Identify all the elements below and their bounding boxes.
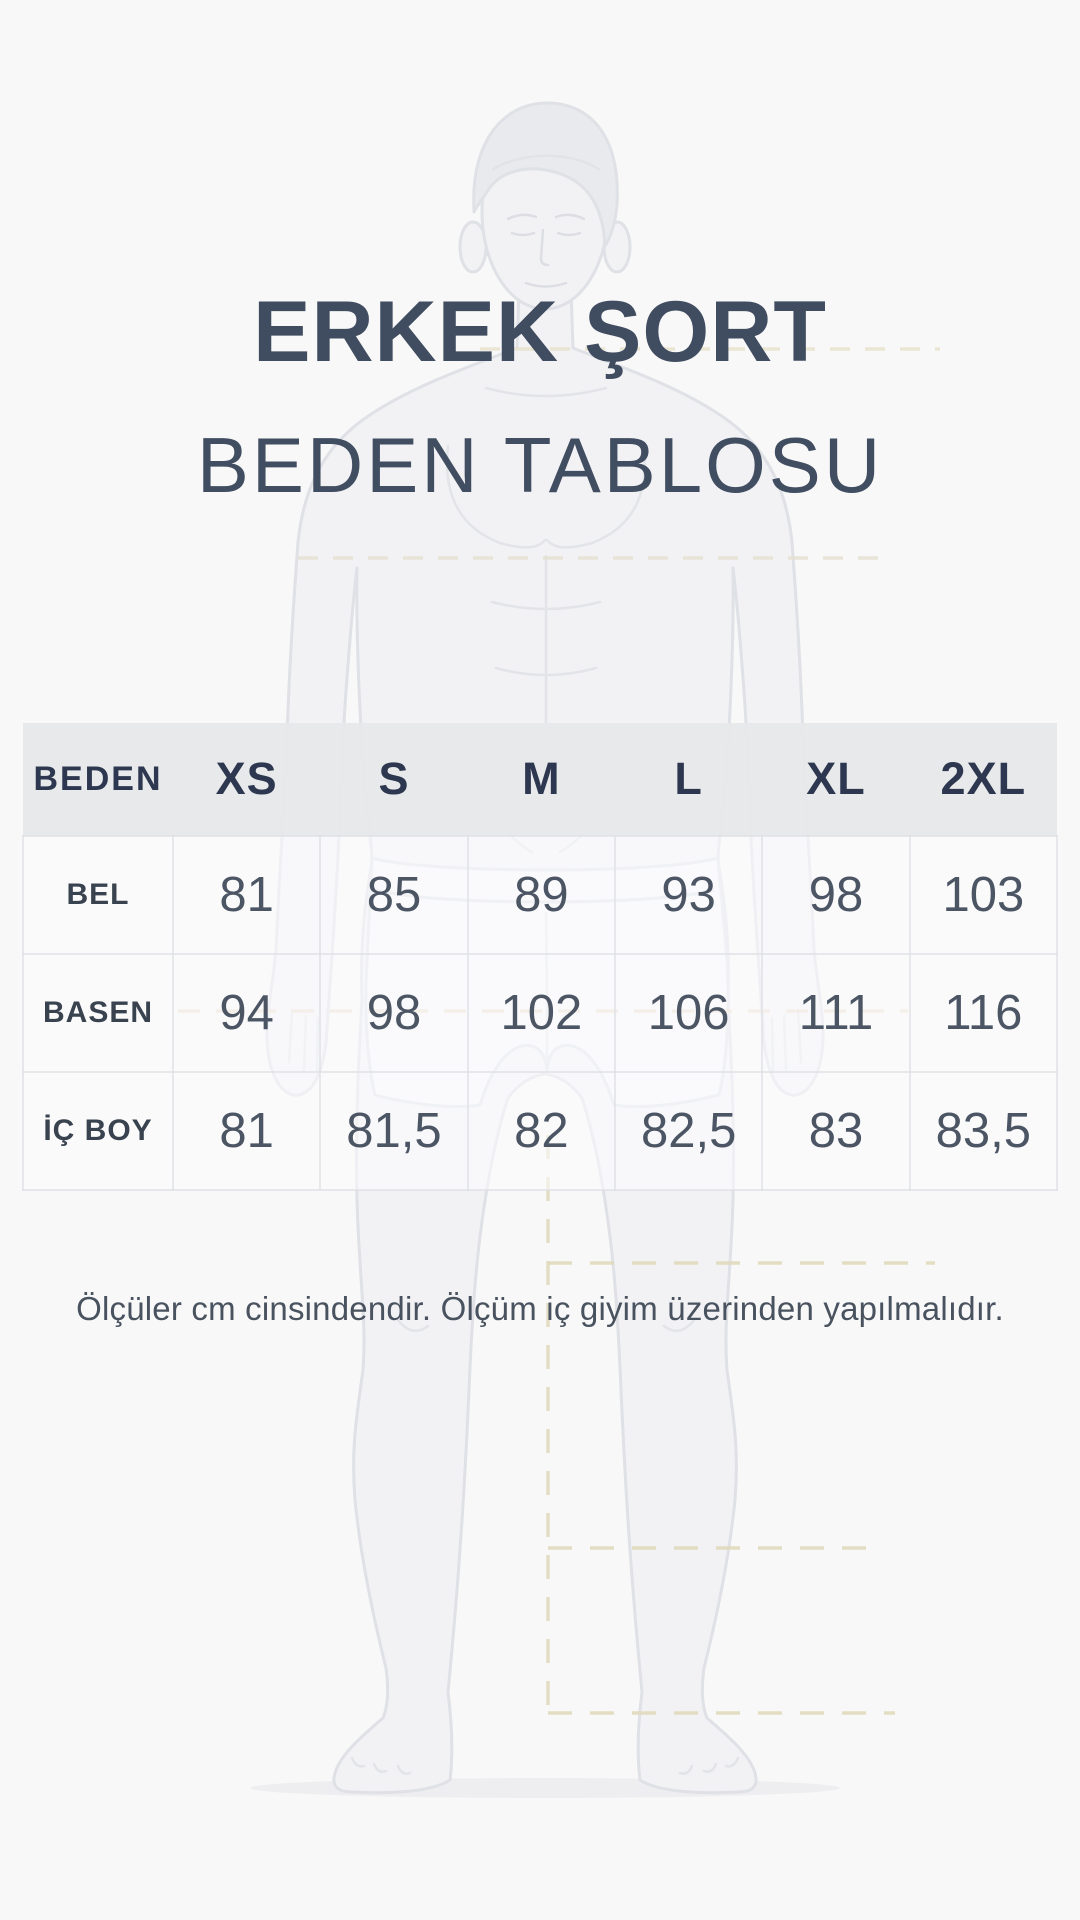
cell-basen-l: 106 bbox=[613, 953, 764, 1073]
table-row-icboy: İÇ BOY 81 81,5 82 82,5 83 83,5 bbox=[22, 1071, 1059, 1191]
cell-icboy-s: 81,5 bbox=[319, 1071, 469, 1191]
cell-basen-s: 98 bbox=[319, 953, 469, 1073]
row-label-icboy: İÇ BOY bbox=[22, 1071, 174, 1191]
cell-icboy-m: 82 bbox=[466, 1071, 616, 1191]
cell-basen-xl: 111 bbox=[761, 953, 911, 1073]
row-label-bel: BEL bbox=[22, 835, 174, 955]
table-row-basen: BASEN 94 98 102 106 111 116 bbox=[22, 953, 1059, 1073]
header-cell-2xl: 2XL bbox=[909, 723, 1057, 836]
hair bbox=[472, 101, 619, 248]
cell-bel-xs: 81 bbox=[171, 835, 322, 955]
cell-bel-m: 89 bbox=[466, 835, 616, 955]
table-row-bel: BEL 81 85 89 93 98 103 bbox=[22, 835, 1059, 955]
header-cell-beden: BEDEN bbox=[23, 723, 173, 836]
cell-basen-2xl: 116 bbox=[908, 953, 1059, 1073]
header-cell-m: M bbox=[467, 723, 615, 836]
size-table: BEDEN XS S M L XL 2XL BEL 81 85 89 93 98… bbox=[22, 723, 1059, 1191]
hair-sweep-line bbox=[491, 154, 601, 172]
cell-icboy-xl: 83 bbox=[761, 1071, 911, 1191]
cell-icboy-l: 82,5 bbox=[613, 1071, 764, 1191]
header-cell-l: L bbox=[614, 723, 763, 836]
page-title: ERKEK ŞORT bbox=[253, 284, 827, 380]
cell-bel-xl: 98 bbox=[761, 835, 911, 955]
page-subtitle: BEDEN TABLOSU bbox=[196, 421, 884, 509]
row-label-basen: BASEN bbox=[22, 953, 174, 1073]
cell-bel-2xl: 103 bbox=[908, 835, 1059, 955]
cell-basen-xs: 94 bbox=[171, 953, 322, 1073]
size-table-header-row: BEDEN XS S M L XL 2XL bbox=[23, 723, 1057, 836]
header-cell-xs: XS bbox=[173, 723, 321, 836]
cell-icboy-2xl: 83,5 bbox=[908, 1071, 1059, 1191]
header-cell-s: S bbox=[320, 723, 468, 836]
measurement-note: Ölçüler cm cinsindendir. Ölçüm iç giyim … bbox=[76, 1290, 1004, 1327]
cell-bel-s: 85 bbox=[319, 835, 469, 955]
cell-bel-l: 93 bbox=[613, 835, 764, 955]
face-details bbox=[506, 213, 586, 288]
cell-basen-m: 102 bbox=[466, 953, 616, 1073]
cell-icboy-xs: 81 bbox=[171, 1071, 322, 1191]
header-cell-xl: XL bbox=[762, 723, 910, 836]
